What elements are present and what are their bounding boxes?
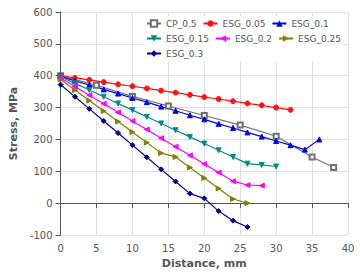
svg-text:300: 300: [34, 102, 53, 113]
svg-text:600: 600: [34, 7, 53, 18]
svg-text:15: 15: [162, 243, 175, 254]
svg-text:CP_0.5: CP_0.5: [166, 19, 197, 29]
svg-text:10: 10: [126, 243, 139, 254]
svg-text:ESG_0.15: ESG_0.15: [166, 34, 209, 44]
svg-text:0: 0: [46, 198, 52, 209]
svg-text:20: 20: [198, 243, 211, 254]
svg-text:ESG_0.3: ESG_0.3: [166, 49, 203, 59]
svg-text:0: 0: [57, 243, 63, 254]
svg-text:ESG_0.1: ESG_0.1: [291, 19, 328, 29]
svg-text:35: 35: [306, 243, 319, 254]
svg-text:Stress, MPa: Stress, MPa: [7, 87, 20, 160]
svg-text:Distance, mm: Distance, mm: [162, 257, 247, 270]
svg-text:ESG_0.2: ESG_0.2: [235, 34, 272, 44]
svg-text:ESG_0.25: ESG_0.25: [298, 34, 341, 44]
svg-text:40: 40: [342, 243, 355, 254]
svg-text:ESG_0.05: ESG_0.05: [223, 19, 266, 29]
svg-text:-100: -100: [30, 230, 53, 241]
svg-text:100: 100: [34, 166, 53, 177]
svg-text:30: 30: [270, 243, 283, 254]
svg-text:400: 400: [34, 70, 53, 81]
svg-text:25: 25: [234, 243, 247, 254]
svg-text:5: 5: [93, 243, 99, 254]
svg-text:200: 200: [34, 134, 53, 145]
svg-text:500: 500: [34, 38, 53, 49]
